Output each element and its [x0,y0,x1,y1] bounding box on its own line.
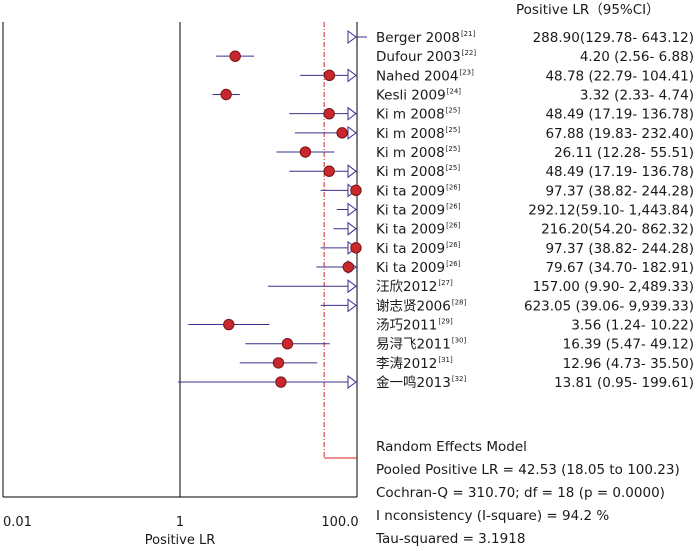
study-lr-ci: 79.67 (34.70- 182.91) [545,260,694,276]
ci-truncation-arrow [347,202,357,217]
ci-truncation-arrow [347,30,357,44]
pooled-lr-label: Pooled Positive LR = 42.53 (18.05 to 100… [376,462,680,478]
study-label: Kesli 2009 [376,88,446,104]
study-label: 金一鸣2013 [376,374,451,391]
study-label: Nahed 2004 [376,68,458,84]
study-reference: [30] [452,337,467,345]
ci-truncation-arrow [347,298,357,313]
study-label: Ki ta 2009 [376,183,445,199]
study-label: Ki m 2008 [376,164,445,180]
study-label: 谢志贤2006 [376,298,451,314]
study-lr-ci: 48.49 (17.19- 136.78) [545,107,694,123]
study-reference: [22] [462,49,477,57]
point-estimate-marker [229,50,241,62]
study-label: Ki ta 2009 [376,260,445,276]
study-lr-ci: 48.78 (22.79- 104.41) [545,68,694,84]
study-reference: [24] [447,88,462,96]
point-estimate-marker [223,318,235,331]
study-reference: [25] [446,126,461,134]
study-reference: [21] [461,30,476,38]
study-lr-ci: 97.37 (38.82- 244.28) [545,183,694,199]
tau-squared-label: Tau-squared = 3.1918 [375,531,525,547]
study-label: Ki m 2008 [376,126,445,142]
study-label: Ki m 2008 [376,145,445,161]
point-estimate-marker [272,357,285,369]
x-tick-label: 100.0 [321,515,358,530]
study-label: Ki ta 2009 [376,203,445,219]
study-lr-ci: 3.32 (2.33- 4.74) [580,88,694,104]
study-label: 易浔飞2011 [376,337,451,353]
study-lr-ci: 4.20 (2.56- 6.88) [580,49,694,65]
point-estimate-marker [275,376,287,388]
ci-truncation-arrow [347,125,357,140]
study-lr-ci: 12.96 (4.73- 35.50) [563,356,694,372]
study-label: Dufour 2003 [376,49,461,65]
point-estimate-marker [220,88,232,101]
study-reference: [25] [446,145,461,153]
ci-truncation-arrow [347,279,357,294]
study-reference: [25] [446,107,461,115]
study-label: 汪欣2012 [376,279,437,295]
study-lr-ci: 157.00 (9.90- 2,489.33) [533,279,694,295]
study-reference: [23] [459,68,474,76]
cochran-q-label: Cochran-Q = 310.70; df = 18 (p = 0.0000) [376,485,665,501]
study-reference: [31] [438,356,453,364]
study-reference: [26] [446,183,461,191]
study-reference: [29] [438,318,453,326]
study-label: Ki ta 2009 [376,222,445,238]
study-lr-ci: 292.12(59.10- 1,443.84) [528,203,694,219]
study-reference: [28] [452,298,467,306]
x-axis-label: Positive LR [145,533,216,548]
study-label: 李涛2012 [376,356,437,372]
ci-truncation-arrow [347,375,357,390]
study-reference: [27] [438,279,453,287]
point-estimate-marker [350,184,362,197]
study-label: Berger 2008 [376,30,460,46]
point-estimate-marker [323,107,335,120]
study-lr-ci: 216.20(54.20- 862.32) [541,222,694,238]
study-reference: [25] [446,164,461,172]
plot-text-group: 0.01 1 100.0 Positive LR Positive LR（95%CI） B… [3,2,694,548]
ci-truncation-arrow [347,221,357,236]
point-estimate-marker [336,127,348,139]
study-reference: [26] [446,222,461,230]
study-label: Ki m 2008 [376,107,445,123]
point-estimate-marker [342,261,354,273]
x-tick-label: 0.01 [3,515,32,530]
study-lr-ci: 13.81 (0.95- 199.61) [554,375,694,391]
plot-frame-group [2,22,358,498]
study-lr-ci: 16.39 (5.47- 49.12) [563,337,694,353]
point-estimate-marker [350,242,362,254]
plot-marks-group [178,30,368,390]
study-reference: [26] [446,203,461,211]
study-label: 汤巧2011 [376,318,437,334]
point-estimate-marker [323,69,336,82]
study-lr-ci: 67.88 (19.83- 232.40) [545,126,694,142]
x-tick-label: 1 [176,515,184,530]
ci-truncation-arrow [347,68,357,83]
study-lr-ci: 97.37 (38.82- 244.28) [545,241,694,257]
study-lr-ci: 623.05 (39.06- 9,939.33) [524,298,694,314]
ci-truncation-arrow [347,106,357,121]
study-lr-ci: 288.90(129.78- 643.12) [533,30,694,46]
study-label: Ki ta 2009 [376,241,445,257]
study-reference: [32] [452,375,467,383]
point-estimate-marker [323,165,335,177]
column-header: Positive LR（95%CI） [516,2,660,18]
point-estimate-marker [281,338,294,350]
study-lr-ci: 48.49 (17.19- 136.78) [545,164,694,180]
study-lr-ci: 3.56 (1.24- 10.22) [571,318,694,334]
study-lr-ci: 26.11 (12.28- 55.51) [554,145,694,161]
inconsistency-label: I nconsistency (I-square) = 94.2 % [376,508,609,524]
study-reference: [26] [446,241,461,249]
random-effects-model-label: Random Effects Model [376,439,527,455]
point-estimate-marker [299,146,312,158]
ci-truncation-arrow [347,164,357,179]
study-reference: [26] [446,260,461,268]
